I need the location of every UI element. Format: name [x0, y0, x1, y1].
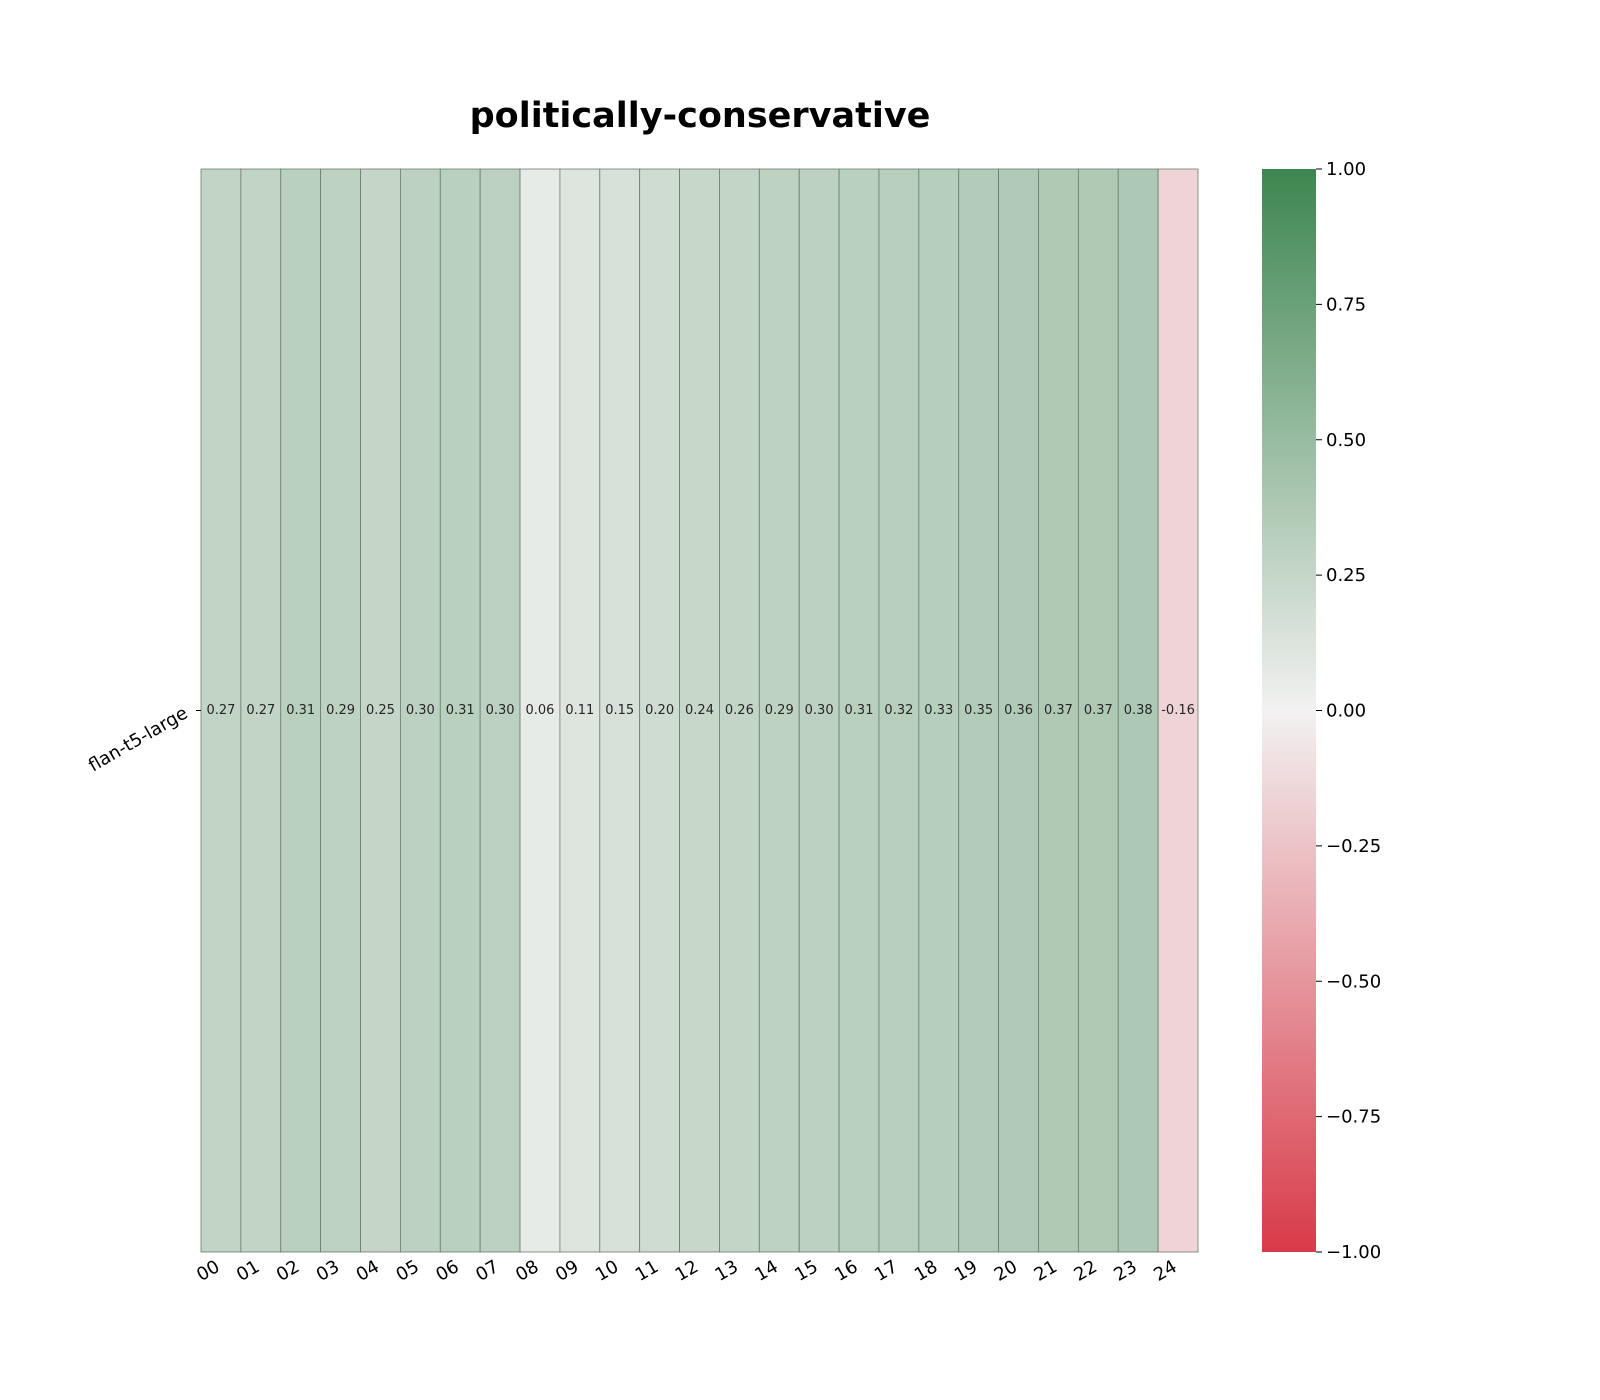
x-tick-label: 10 [592, 1256, 622, 1286]
colorbar-tick-label: 0.00 [1326, 701, 1366, 722]
heatmap-cell [639, 168, 680, 1253]
heatmap-cell [719, 168, 760, 1253]
cell-value-label: 0.38 [1124, 703, 1153, 718]
cell-value-label: 0.33 [924, 703, 953, 718]
heatmap-cell [1077, 168, 1119, 1253]
heatmap-cell [240, 168, 282, 1253]
cell-value-label: 0.20 [645, 703, 674, 718]
x-tick-label: 21 [1031, 1256, 1061, 1286]
heatmap-cell [320, 168, 361, 1253]
heatmap-cell [519, 168, 561, 1253]
heatmap-cell [360, 168, 401, 1253]
heatmap-cell [918, 168, 960, 1253]
cell-value-label: 0.29 [765, 703, 794, 718]
x-tick-label: 14 [751, 1256, 781, 1286]
heatmap-cell [559, 168, 601, 1253]
x-tick-label: 08 [512, 1256, 542, 1286]
heatmap-cell [958, 168, 999, 1253]
cell-value-label: 0.29 [326, 703, 355, 718]
x-tick-label: 13 [712, 1256, 742, 1286]
colorbar-tick-label: −0.50 [1326, 971, 1381, 992]
heatmap-cell [838, 168, 880, 1253]
colorbar-tick-label: −0.75 [1326, 1107, 1381, 1128]
x-tick-label: 17 [871, 1256, 901, 1286]
heatmap-cell [878, 168, 920, 1253]
x-tick-label: 11 [632, 1256, 662, 1286]
cell-value-label: 0.35 [964, 703, 993, 718]
cell-value-label: 0.26 [725, 703, 754, 718]
x-tick-label: 20 [991, 1256, 1021, 1286]
y-axis-ticks: flan-t5-large [85, 703, 201, 777]
heatmap-cell [1038, 168, 1079, 1253]
heatmap-cell [1157, 168, 1199, 1253]
x-tick-label: 00 [193, 1256, 223, 1286]
cell-value-label: 0.24 [685, 703, 714, 718]
x-tick-label: 02 [273, 1256, 303, 1286]
cell-value-label: 0.25 [366, 703, 395, 718]
x-axis-ticks: 00 01 02 03 04 05 06 07 08 09 10 11 12 13 14 15 16 17 18 19… [193, 1256, 1180, 1286]
x-tick-label: 24 [1150, 1256, 1180, 1286]
colorbar-tick-label: 1.00 [1326, 159, 1366, 180]
x-tick-label: 18 [911, 1256, 941, 1286]
cell-value-label: 0.31 [286, 703, 315, 718]
cell-value-label: 0.37 [1084, 703, 1113, 718]
x-tick-label: 19 [951, 1256, 981, 1286]
y-tick-label: flan-t5-large [85, 703, 192, 777]
heatmap-cells [200, 168, 1199, 1253]
cell-value-label: 0.31 [845, 703, 874, 718]
x-tick-label: 15 [791, 1256, 821, 1286]
cell-value-label: 0.27 [206, 703, 235, 718]
cell-value-label: 0.36 [1004, 703, 1033, 718]
chart-title: politically-conservative [470, 96, 931, 136]
colorbar-tick-label: −0.25 [1326, 836, 1381, 857]
x-tick-label: 01 [233, 1256, 263, 1286]
cell-value-label: 0.11 [565, 703, 594, 718]
heatmap-cell [798, 168, 840, 1253]
cell-value-label: 0.06 [526, 703, 555, 718]
x-tick-label: 22 [1070, 1256, 1100, 1286]
x-tick-label: 09 [552, 1256, 582, 1286]
colorbar-tick-label: −1.00 [1326, 1242, 1381, 1263]
x-tick-label: 12 [672, 1256, 702, 1286]
heatmap-cell [998, 168, 1039, 1253]
x-tick-label: 03 [313, 1256, 343, 1286]
cell-value-label: -0.16 [1161, 703, 1195, 718]
colorbar-tick-label: 0.25 [1326, 565, 1366, 586]
heatmap-cell [679, 168, 720, 1253]
heatmap-cell [280, 168, 322, 1253]
x-tick-label: 23 [1110, 1256, 1140, 1286]
x-tick-label: 16 [831, 1256, 861, 1286]
cell-value-label: 0.30 [486, 703, 515, 718]
cell-value-label: 0.30 [406, 703, 435, 718]
cell-value-label: 0.37 [1044, 703, 1073, 718]
heatmap-cell [399, 168, 441, 1253]
colorbar-tick-label: 0.50 [1326, 430, 1366, 451]
cell-value-label: 0.31 [446, 703, 475, 718]
heatmap-cell [439, 168, 481, 1253]
heatmap-cell [479, 168, 521, 1253]
heatmap-cell [200, 168, 242, 1253]
colorbar-tick-label: 0.75 [1326, 294, 1366, 315]
cell-value-label: 0.32 [884, 703, 913, 718]
heatmap-cell [758, 168, 800, 1253]
heatmap-cell-labels: 0.27 0.27 0.31 0.29 0.25 0.30 0.31 0.30 0.06 0.11… [206, 703, 1194, 718]
x-tick-label: 06 [432, 1256, 462, 1286]
colorbar-ticks: 1.00 0.75 0.50 0.25 0.00 −0.25 −0.50 −0.75 −1.00 [1316, 159, 1381, 1263]
cell-value-label: 0.15 [605, 703, 634, 718]
x-tick-label: 07 [472, 1256, 502, 1286]
x-tick-label: 04 [353, 1256, 383, 1286]
colorbar [1262, 169, 1316, 1252]
cell-value-label: 0.27 [246, 703, 275, 718]
x-tick-label: 05 [393, 1256, 423, 1286]
cell-value-label: 0.30 [805, 703, 834, 718]
